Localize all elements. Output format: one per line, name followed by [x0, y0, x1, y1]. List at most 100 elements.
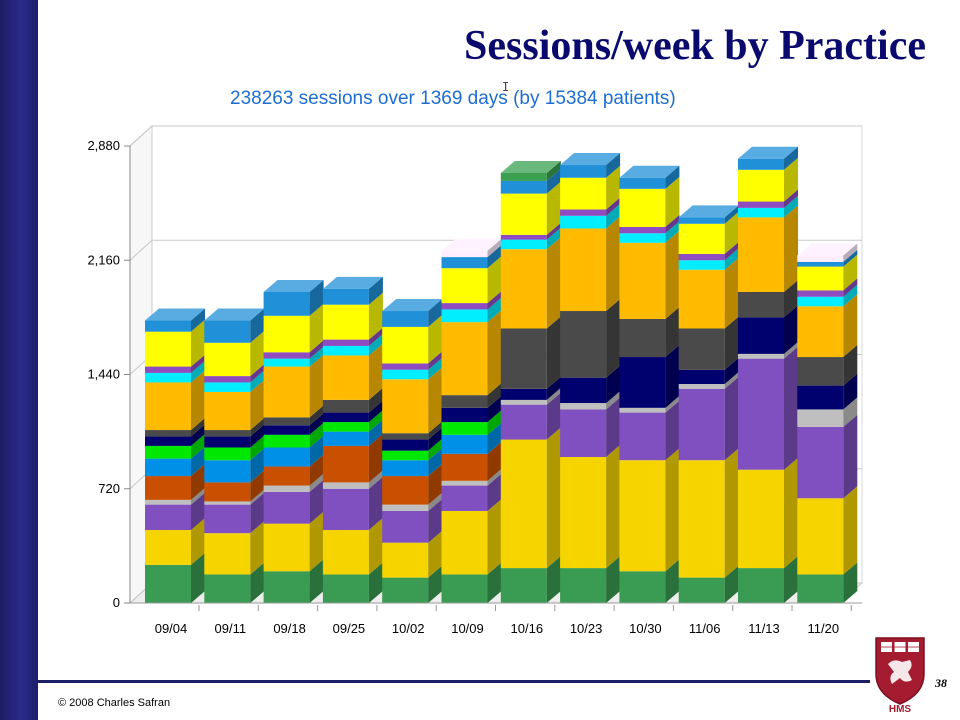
bar-segment-side — [250, 308, 265, 343]
bar-segment-side — [665, 400, 680, 461]
bar-segment-side — [191, 418, 205, 437]
bar-segment — [263, 571, 310, 603]
bar-stack — [441, 238, 502, 603]
x-tick-label: 09/04 — [155, 621, 188, 636]
bar-segment — [382, 476, 429, 505]
bar-stack — [560, 153, 621, 603]
bar-segment-side — [191, 487, 205, 505]
bar-segment-side — [665, 306, 680, 358]
bar-stack — [797, 243, 858, 603]
chart-title: 238263 sessions over 1369 days (by 15384… — [230, 88, 676, 109]
bar-segment-side — [665, 165, 680, 189]
bar-segment-side — [309, 346, 324, 367]
bar-segment — [738, 207, 784, 218]
bar-segment — [263, 466, 310, 486]
bar-segment — [145, 476, 191, 500]
bar-segment-side — [546, 181, 561, 235]
bar-segment — [263, 447, 310, 467]
bar-segment-side — [606, 153, 621, 178]
bar-segment-side — [665, 559, 680, 603]
bar-segment — [560, 209, 607, 216]
bar-segment — [204, 504, 251, 534]
bar-segment-side — [487, 422, 502, 454]
bar-segment — [500, 172, 547, 181]
bar-segment-side — [724, 376, 739, 461]
slide-number: 38 — [935, 676, 947, 690]
bar-stack — [500, 160, 561, 603]
bar-segment — [560, 409, 607, 458]
bar-segment — [382, 363, 429, 370]
bar-segment-side — [428, 367, 443, 434]
bar-segment-side — [191, 518, 205, 565]
bar-segment — [441, 485, 488, 511]
bar-segment-side — [487, 256, 502, 304]
bar-segment-side — [487, 245, 502, 269]
bar-segment — [560, 403, 607, 410]
bar-segment — [145, 430, 191, 437]
bar-segment — [560, 228, 607, 312]
bar-segment-side — [309, 413, 324, 435]
bar-segment-side — [309, 405, 324, 426]
bar-segment-side — [665, 176, 680, 227]
bar-segment-side — [309, 511, 324, 572]
bar-segment-side — [309, 303, 324, 353]
bar-segment — [500, 180, 547, 194]
bar-segment-side — [487, 498, 502, 575]
bar-segment — [204, 533, 251, 575]
bar-segment — [500, 404, 547, 440]
bar-segment-side — [606, 203, 621, 229]
y-tick-label: 720 — [98, 481, 120, 496]
bar-segment — [738, 568, 784, 603]
bar-segment — [204, 391, 251, 431]
bar-segment — [263, 434, 310, 448]
bar-segment-side — [368, 343, 383, 400]
bar-segment — [500, 399, 547, 405]
bar-segment — [145, 564, 191, 603]
bar-segment — [322, 422, 369, 432]
bar-segment-side — [368, 410, 383, 432]
x-tick-label: 11/13 — [748, 621, 780, 636]
bar-top — [263, 279, 324, 292]
bar-segment-side — [606, 165, 621, 210]
bar-segment-side — [546, 168, 561, 194]
bar-segment — [263, 417, 310, 426]
bar-segment-side — [191, 360, 205, 383]
bar-stack — [382, 299, 443, 603]
bar-segment-side — [368, 562, 383, 603]
bar-segment — [678, 269, 725, 329]
bar-segment — [263, 358, 310, 367]
bar-segment — [797, 266, 844, 291]
bar-segment — [738, 291, 784, 318]
bar-segment-side — [309, 422, 324, 448]
x-tick-label: 09/11 — [215, 621, 247, 636]
bar-segment — [678, 223, 725, 254]
bar-segment — [797, 290, 844, 297]
bar-segment — [678, 253, 725, 261]
bar-segment — [678, 384, 725, 389]
bar-segment — [322, 482, 369, 489]
bar-segment — [797, 306, 844, 358]
bar-segment-side — [784, 157, 798, 202]
bar-segment — [560, 177, 607, 210]
bar-segment-side — [191, 552, 205, 603]
bar-segment — [204, 342, 251, 377]
bar-segment — [382, 369, 429, 380]
bar-segment-side — [546, 376, 561, 400]
bar-segment — [441, 434, 488, 454]
bar-segment-side — [428, 421, 443, 440]
bar-segment-side — [606, 216, 621, 312]
bar-segment-side — [546, 237, 561, 329]
bar-segment — [560, 311, 607, 378]
bar-segment — [678, 460, 725, 578]
bar-segment-side — [368, 292, 383, 340]
x-axis: 09/04 09/11 09/18 09/25 10/02 10/09 10/16 10/23… — [130, 602, 862, 636]
bar-segment — [441, 510, 488, 575]
bar-segment — [263, 425, 310, 435]
bar-segment-side — [843, 284, 858, 307]
bar-segment-side — [843, 243, 858, 262]
bar-segment-side — [428, 448, 443, 477]
bar-segment-side — [546, 427, 561, 569]
bar-segment-side — [665, 345, 680, 408]
bar-segment-side — [843, 373, 858, 410]
bar-segment-side — [368, 419, 383, 446]
